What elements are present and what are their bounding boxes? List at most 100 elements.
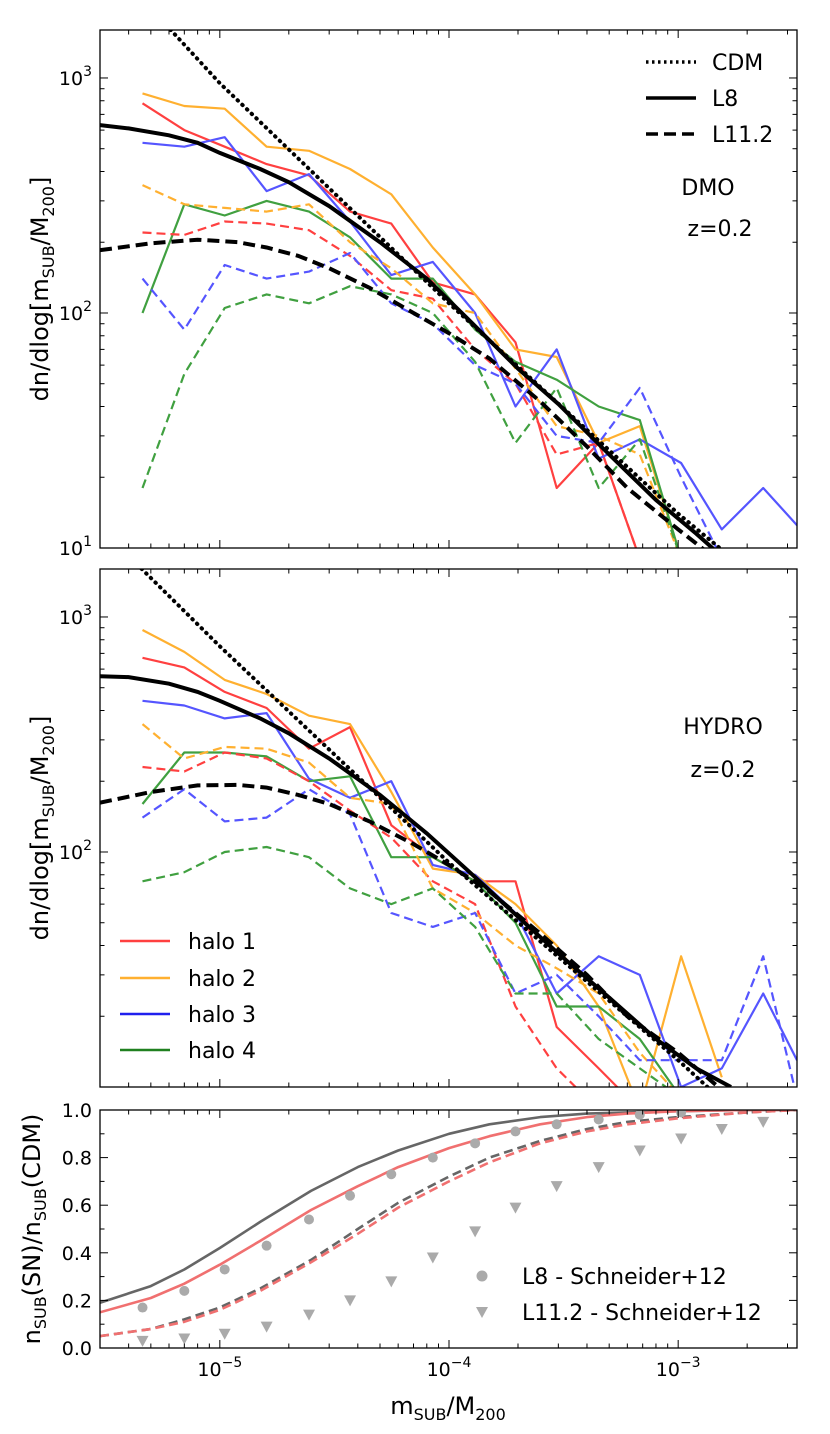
ratio-curve-l11-2-dmo [100, 1110, 797, 1338]
hydro-series-halo-2-l11-2 [141, 723, 673, 1087]
dmo-axes-frame [99, 29, 798, 549]
ratio-x-tick-labels: 10−5 10−4 10−3 [197, 1355, 700, 1381]
hydro-series-halo-2-l8 [141, 629, 723, 1087]
schneider-l11-point [178, 1333, 191, 1345]
schneider-l8-point [510, 1126, 521, 1137]
y-tick-label: 0.4 [62, 1243, 92, 1265]
ratio-curve-l11-2-hydro [100, 1110, 797, 1338]
y-tick-label: 102 [59, 299, 92, 325]
dmo-model-l8 [100, 123, 716, 548]
hydro-y-tick-labels: 102 103 [59, 603, 92, 864]
legend-halo1-label: halo 1 [188, 930, 256, 955]
schneider-l11-point [633, 1145, 646, 1157]
dmo-series-halo-2-l11-2 [142, 184, 679, 548]
hydro-series-halo-3-l11-2 [141, 788, 796, 1087]
hydro-model-cdm [138, 569, 711, 1087]
dmo-panel: 101 102 103 dn/dlog[mSUB/M200] DMO z=0.2 C… [26, 29, 798, 560]
dmo-series-halo-2-l8 [142, 92, 679, 548]
dmo-series-halo-3-l8 [142, 136, 797, 531]
legend-l8-label: L8 [712, 87, 738, 112]
schneider-l11-point [260, 1321, 273, 1333]
schneider-l11-point [550, 1181, 563, 1193]
schneider-l8-point [137, 1302, 148, 1313]
y-tick-label: 102 [59, 838, 92, 864]
hydro-redshift-annotation: z=0.2 [691, 758, 756, 783]
hydro-series-halo-4-l8 [141, 751, 675, 1087]
ratio-legend: L8 - Schneider+12 L11.2 - Schneider+12 [476, 1265, 762, 1326]
y-tick-label: 0.2 [62, 1290, 92, 1312]
legend-l8-schneider-label: L8 - Schneider+12 [522, 1265, 727, 1290]
schneider-l11-point [385, 1276, 398, 1288]
schneider-l8-point [261, 1240, 272, 1251]
hydro-series-halo-1-l8 [142, 656, 619, 1087]
y-tick-label: 103 [59, 603, 92, 629]
y-tick-label: 0.0 [62, 1338, 92, 1360]
schneider-l8-point [427, 1152, 438, 1163]
dmo-model-l11-2 [100, 237, 706, 548]
dmo-legend: CDM L8 L11.2 [646, 51, 773, 148]
legend-l11-schneider-marker [476, 1307, 488, 1318]
y-tick-label: 0.6 [62, 1195, 92, 1217]
x-tick-label: 10−4 [427, 1355, 472, 1381]
schneider-l8-point [551, 1119, 562, 1130]
schneider-l11-point [218, 1328, 231, 1340]
ratio-y-axis-label: nSUB(SN)/nSUB(CDM) [18, 1114, 50, 1345]
legend-l8-schneider-marker [476, 1270, 488, 1282]
ratio-plot-area [100, 1110, 797, 1347]
dmo-ticks [99, 30, 797, 549]
schneider-l11-point [303, 1309, 316, 1321]
ratio-panel: 0.0 0.2 0.4 0.6 0.8 1.0 10−5 10−4 10−3 nSUB(SN)… [18, 1100, 798, 1424]
schneider-l11-point [757, 1116, 770, 1128]
dmo-data-layer [100, 30, 797, 548]
schneider-l8-point [593, 1114, 604, 1125]
schneider-l11-point [675, 1133, 688, 1145]
legend-l11-schneider-label: L11.2 - Schneider+12 [522, 1301, 762, 1326]
schneider-l11-point [344, 1295, 357, 1307]
legend-halo3-label: halo 3 [188, 1003, 256, 1028]
legend-cdm-label: CDM [712, 51, 763, 76]
hydro-axes-frame [99, 568, 798, 1088]
y-tick-label: 103 [59, 64, 92, 90]
dmo-model-cdm [168, 30, 723, 548]
dmo-y-axis-label: dn/dlog[mSUB/M200] [26, 177, 58, 402]
y-tick-label: 1.0 [62, 1100, 92, 1122]
dmo-series-halo-4-l11-2 [141, 285, 679, 548]
hydro-y-axis-label: dn/dlog[mSUB/M200] [26, 716, 58, 941]
ratio-y-tick-labels: 0.0 0.2 0.4 0.6 0.8 1.0 [62, 1100, 92, 1360]
schneider-l8-point [179, 1285, 190, 1296]
ratio-ticks [99, 1109, 797, 1349]
x-tick-label: 10−3 [656, 1355, 701, 1381]
hydro-plot-area [100, 569, 797, 1087]
schneider-l8-point [470, 1138, 481, 1149]
hydro-legend: halo 1 halo 2 halo 3 halo 4 [120, 930, 256, 1064]
dmo-plot-area [100, 30, 797, 548]
schneider-l11-point [136, 1335, 149, 1347]
schneider-l8-point [386, 1169, 397, 1180]
schneider-l11-point [469, 1226, 482, 1238]
hydro-data-layer [100, 569, 797, 1087]
dmo-y-tick-labels: 101 102 103 [59, 64, 92, 560]
ratio-curve-l8-hydro [100, 1110, 797, 1314]
ratio-data-layer [100, 1110, 797, 1347]
legend-l11-label: L11.2 [712, 123, 773, 148]
dmo-annotation: DMO [681, 176, 734, 201]
schneider-l8-point [304, 1214, 315, 1225]
hydro-model-l11-2 [100, 782, 722, 1087]
schneider-l8-point [345, 1190, 356, 1201]
x-tick-label: 10−5 [197, 1355, 242, 1381]
hydro-panel: 102 103 dn/dlog[mSUB/M200] HYDRO z=0.2 ha… [26, 568, 798, 1088]
dmo-series-halo-4-l8 [141, 199, 680, 548]
hydro-ticks [99, 569, 797, 1088]
schneider-l8-point [634, 1110, 645, 1120]
schneider-l11-point [715, 1124, 728, 1136]
legend-halo4-label: halo 4 [188, 1039, 256, 1064]
schneider-l11-point [509, 1202, 522, 1214]
dmo-series-halo-1-l11-2 [142, 220, 638, 548]
y-tick-label: 101 [59, 534, 92, 560]
x-axis-label: mSUB/M200 [390, 1392, 506, 1424]
legend-halo2-label: halo 2 [188, 967, 256, 992]
schneider-l11-point [426, 1252, 439, 1264]
schneider-l8-point [219, 1264, 230, 1275]
y-tick-label: 0.8 [62, 1148, 92, 1170]
